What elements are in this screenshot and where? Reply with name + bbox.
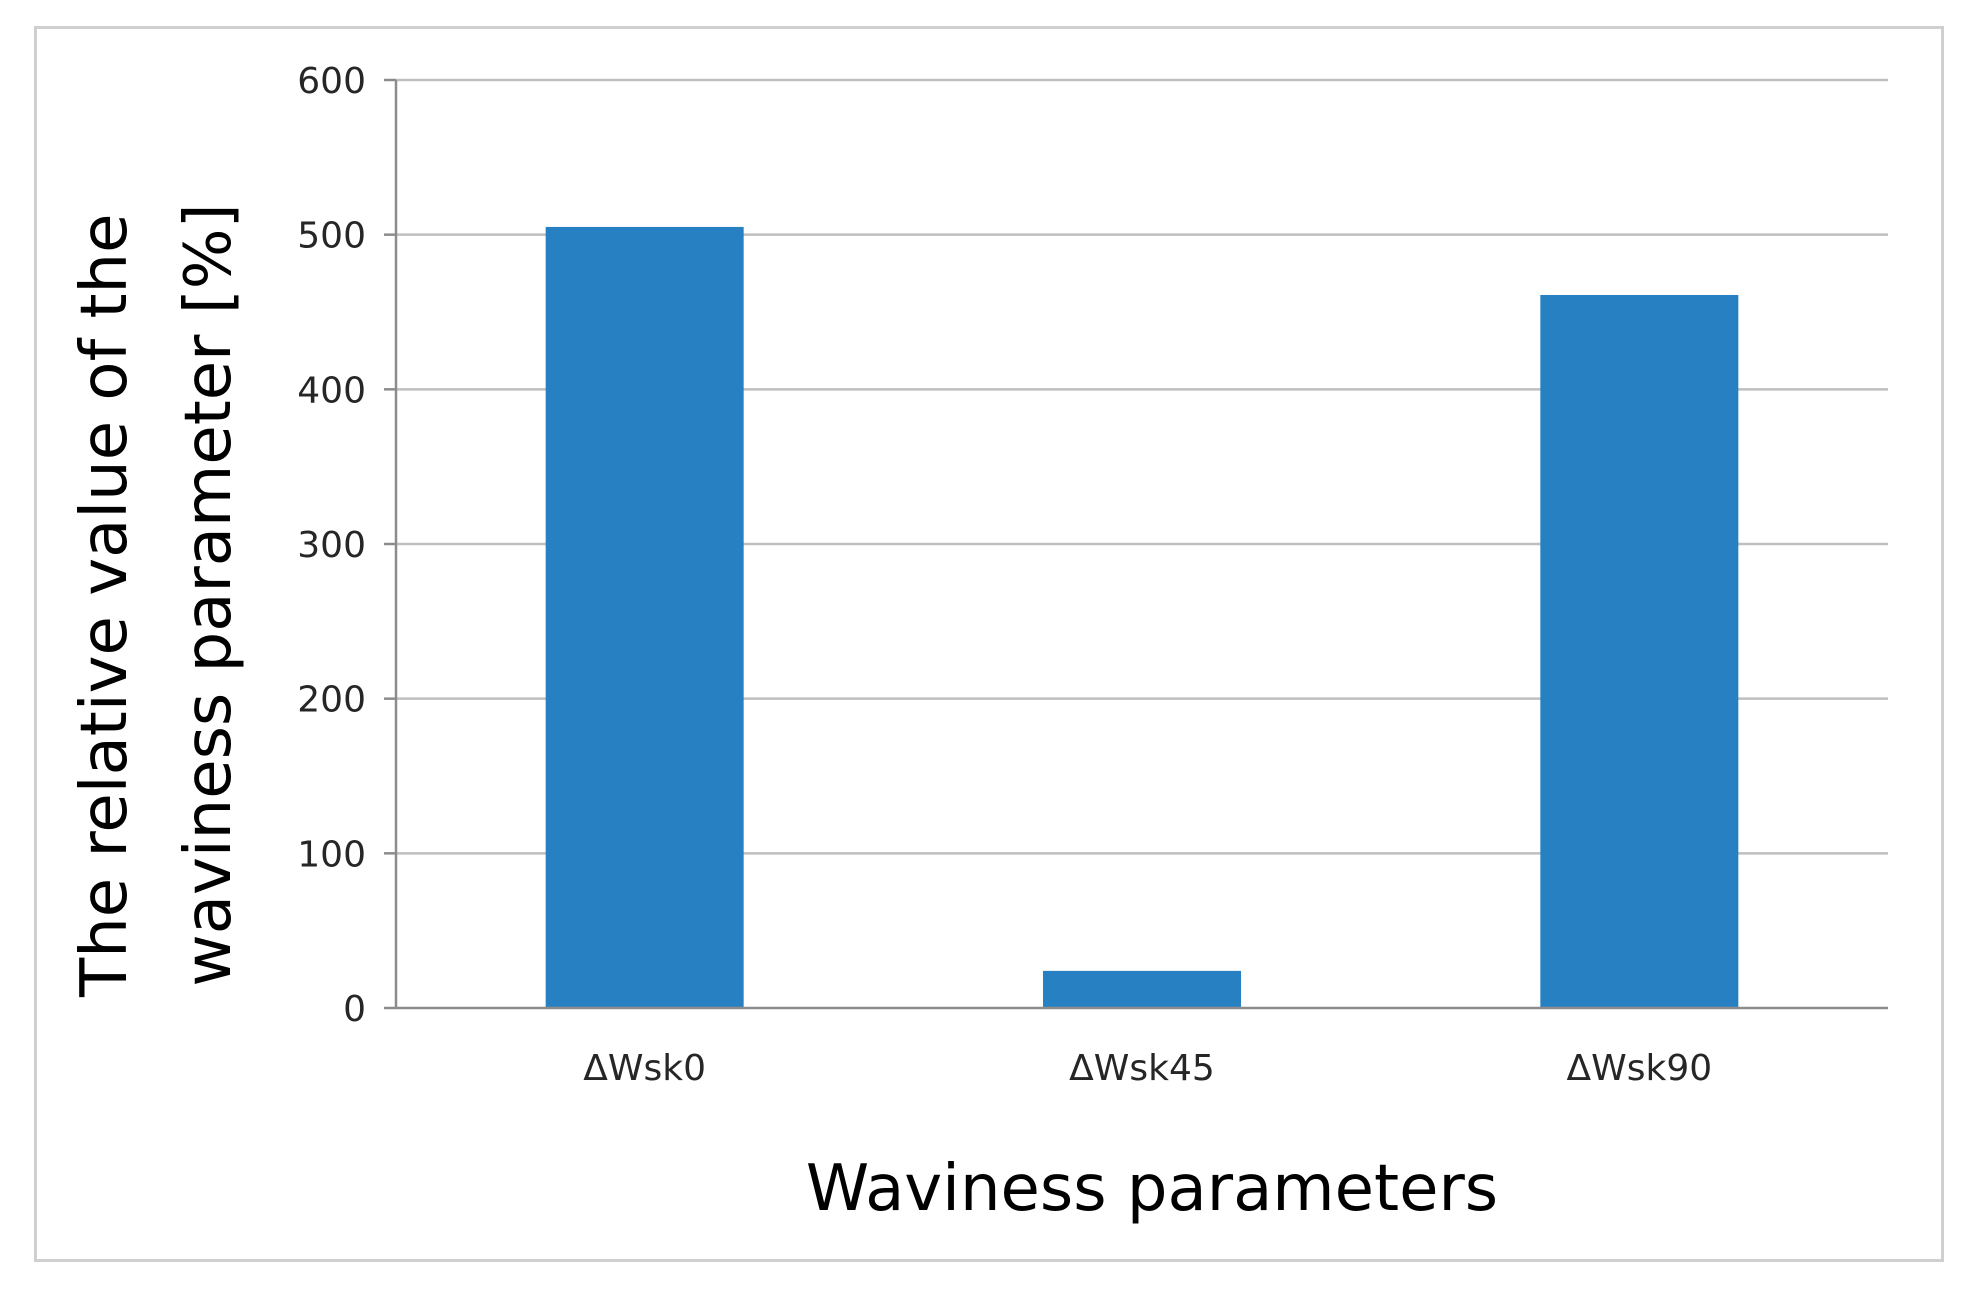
bar-1: [1043, 970, 1241, 1008]
bar-0: [545, 226, 744, 1008]
y-tick-label-600: 600: [297, 61, 366, 102]
x-tick-label-1: ΔWsk45: [1069, 1048, 1215, 1089]
y-axis-title-line-2: waviness parameter [%]: [172, 203, 246, 986]
x-tick-label-0: ΔWsk0: [583, 1048, 706, 1089]
y-axis-title: The relative value of the waviness param…: [68, 193, 246, 998]
y-tick-label-200: 200: [297, 680, 366, 721]
axes: [384, 78, 1888, 1010]
x-axis-title: Waviness parameters: [806, 1152, 1498, 1226]
bar-2: [1540, 294, 1739, 1008]
y-tick-label-300: 300: [297, 525, 366, 566]
y-tick-label-0: 0: [343, 989, 366, 1030]
x-tick-labels: ΔWsk0 ΔWsk45 ΔWsk90: [583, 1048, 1712, 1089]
y-tick-label-100: 100: [297, 834, 366, 875]
y-tick-label-400: 400: [297, 370, 366, 411]
x-tick-label-2: ΔWsk90: [1567, 1048, 1713, 1089]
y-tick-label-500: 500: [297, 216, 366, 257]
y-axis-title-line-1: The relative value of the: [68, 214, 142, 998]
y-tick-labels: 0 100 200 300 400 500 600: [297, 61, 366, 1030]
bars: [545, 226, 1739, 1008]
